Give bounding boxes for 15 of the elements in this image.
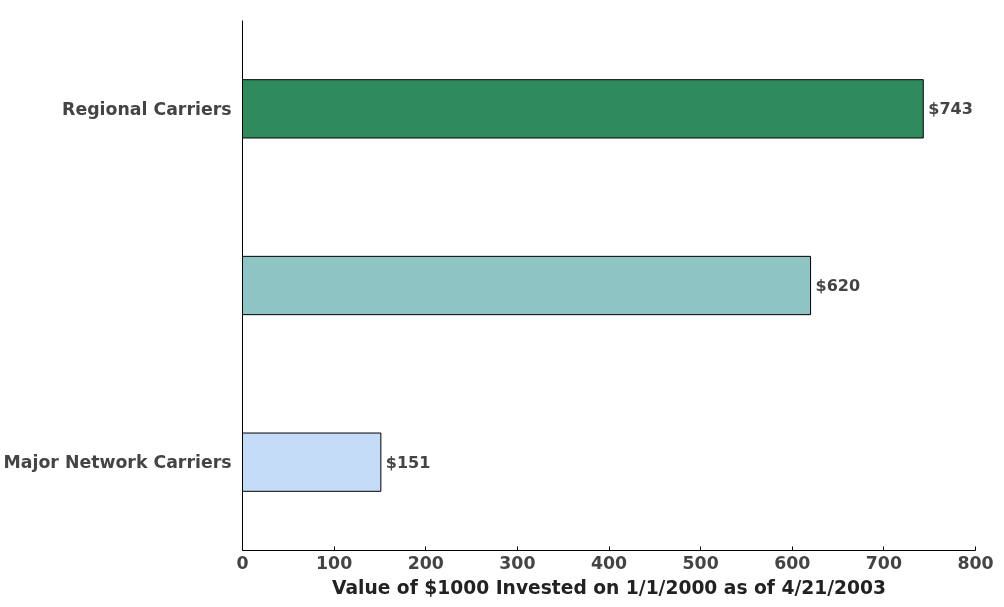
x-tick-label: 600 xyxy=(774,552,811,573)
x-tick-label: 500 xyxy=(682,552,719,573)
data-label: $620 xyxy=(815,276,861,295)
x-axis-title: Value of $1000 Invested on 1/1/2000 as of 4/21/2003 xyxy=(332,576,886,598)
y-tick-label: Regional Carriers xyxy=(62,98,232,119)
x-tick-label: 100 xyxy=(316,552,353,573)
x-tick-label: 800 xyxy=(957,552,994,573)
x-tick-label: 300 xyxy=(499,552,536,573)
x-tick-label: 700 xyxy=(865,552,902,573)
data-label: $151 xyxy=(385,452,431,472)
x-tick-label: 0 xyxy=(236,552,249,573)
x-tick-label: 400 xyxy=(590,552,628,573)
data-label: $743 xyxy=(928,99,973,119)
y-tick-label: Major Network Carriers xyxy=(3,452,232,473)
x-tick-label: 200 xyxy=(407,552,444,573)
